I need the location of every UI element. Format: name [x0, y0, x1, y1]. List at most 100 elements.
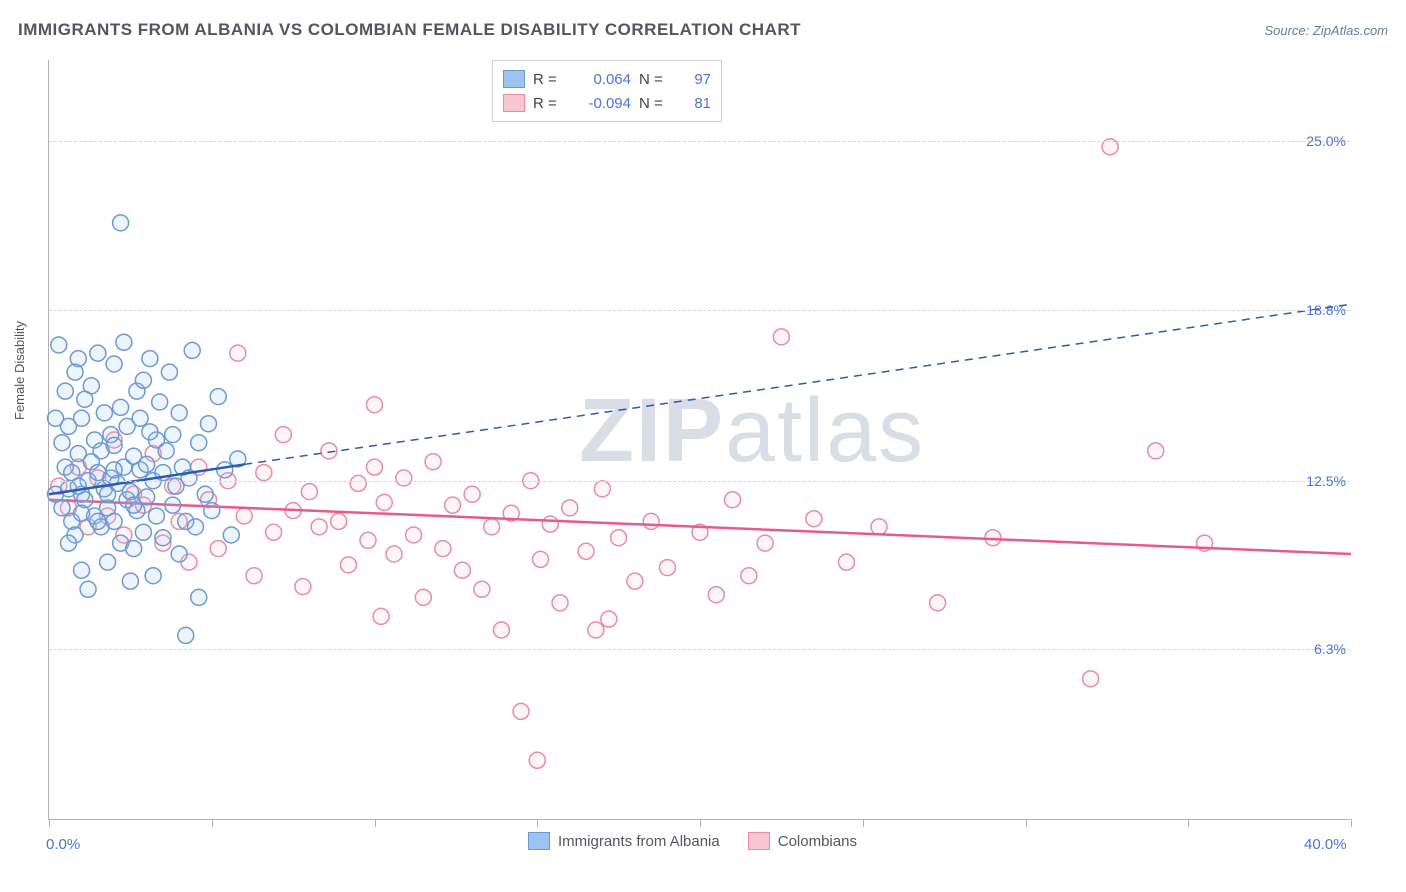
scatter-point-b: [725, 492, 741, 508]
scatter-point-b: [611, 530, 627, 546]
x-tick: [212, 819, 213, 827]
scatter-point-a: [135, 524, 151, 540]
scatter-point-b: [806, 511, 822, 527]
scatter-point-b: [741, 568, 757, 584]
scatter-point-b: [493, 622, 509, 638]
scatter-point-b: [367, 459, 383, 475]
scatter-point-b: [301, 484, 317, 500]
x-tick: [863, 819, 864, 827]
scatter-point-a: [142, 424, 158, 440]
regression-line-b: [49, 500, 1351, 554]
y-tick-label: 12.5%: [1306, 473, 1346, 489]
scatter-point-b: [331, 513, 347, 529]
scatter-point-b: [643, 513, 659, 529]
scatter-point-a: [80, 581, 96, 597]
scatter-point-b: [275, 427, 291, 443]
chart-header: IMMIGRANTS FROM ALBANIA VS COLOMBIAN FEM…: [18, 20, 1388, 40]
scatter-point-b: [373, 608, 389, 624]
scatter-point-b: [295, 579, 311, 595]
x-axis-min-label: 0.0%: [46, 836, 80, 853]
scatter-point-a: [191, 589, 207, 605]
scatter-point-a: [145, 568, 161, 584]
scatter-point-b: [246, 568, 262, 584]
scatter-point-a: [197, 486, 213, 502]
scatter-point-b: [474, 581, 490, 597]
legend-r-value-a: 0.064: [571, 71, 631, 88]
scatter-point-a: [126, 497, 142, 513]
scatter-point-b: [311, 519, 327, 535]
legend-r-label: R =: [533, 71, 563, 88]
scatter-point-a: [61, 535, 77, 551]
scatter-point-a: [187, 519, 203, 535]
swatch-series-a-icon: [528, 832, 550, 850]
scatter-point-a: [132, 410, 148, 426]
scatter-point-a: [223, 527, 239, 543]
scatter-point-a: [210, 389, 226, 405]
scatter-point-a: [217, 462, 233, 478]
scatter-point-b: [464, 486, 480, 502]
scatter-point-a: [106, 356, 122, 372]
legend-label-a: Immigrants from Albania: [558, 833, 720, 850]
scatter-point-b: [513, 703, 529, 719]
scatter-point-a: [142, 351, 158, 367]
scatter-point-b: [256, 465, 272, 481]
scatter-point-b: [484, 519, 500, 535]
legend-item-b: Colombians: [748, 832, 857, 850]
chart-source: Source: ZipAtlas.com: [1264, 23, 1388, 38]
scatter-point-a: [74, 505, 90, 521]
legend-label-b: Colombians: [778, 833, 857, 850]
scatter-point-b: [435, 541, 451, 557]
scatter-point-a: [204, 503, 220, 519]
scatter-point-b: [340, 557, 356, 573]
scatter-point-a: [126, 541, 142, 557]
scatter-point-a: [165, 427, 181, 443]
scatter-point-a: [54, 435, 70, 451]
chart-svg-layer: [49, 60, 1350, 819]
scatter-point-a: [155, 530, 171, 546]
correlation-legend: R = 0.064 N = 97 R = -0.094 N = 81: [492, 60, 722, 122]
scatter-point-a: [171, 546, 187, 562]
scatter-point-a: [100, 486, 116, 502]
legend-row-a: R = 0.064 N = 97: [503, 67, 711, 91]
chart-title: IMMIGRANTS FROM ALBANIA VS COLOMBIAN FEM…: [18, 20, 801, 40]
scatter-point-a: [191, 435, 207, 451]
y-axis-label: Female Disability: [12, 321, 27, 420]
scatter-point-a: [70, 351, 86, 367]
scatter-point-a: [57, 383, 73, 399]
scatter-point-a: [48, 410, 64, 426]
scatter-point-a: [106, 462, 122, 478]
scatter-point-b: [659, 560, 675, 576]
x-tick: [1351, 819, 1352, 827]
gridline: [49, 649, 1350, 650]
y-tick-label: 25.0%: [1306, 133, 1346, 149]
gridline: [49, 481, 1350, 482]
scatter-point-b: [266, 524, 282, 540]
scatter-point-a: [74, 562, 90, 578]
x-tick: [537, 819, 538, 827]
scatter-point-a: [148, 508, 164, 524]
series-legend: Immigrants from Albania Colombians: [528, 832, 857, 850]
legend-r-label: R =: [533, 95, 563, 112]
scatter-point-a: [83, 378, 99, 394]
scatter-point-a: [122, 573, 138, 589]
scatter-point-a: [152, 394, 168, 410]
x-tick: [1188, 819, 1189, 827]
scatter-point-a: [139, 456, 155, 472]
scatter-point-b: [406, 527, 422, 543]
scatter-point-b: [552, 595, 568, 611]
legend-r-value-b: -0.094: [571, 95, 631, 112]
scatter-point-b: [542, 516, 558, 532]
swatch-series-a: [503, 70, 525, 88]
scatter-point-b: [838, 554, 854, 570]
scatter-point-b: [930, 595, 946, 611]
scatter-point-b: [529, 752, 545, 768]
scatter-point-a: [165, 497, 181, 513]
gridline: [49, 310, 1350, 311]
scatter-point-b: [367, 397, 383, 413]
scatter-point-b: [210, 541, 226, 557]
scatter-point-b: [627, 573, 643, 589]
scatter-point-b: [594, 481, 610, 497]
scatter-point-b: [425, 454, 441, 470]
scatter-point-b: [350, 475, 366, 491]
scatter-point-a: [116, 334, 132, 350]
